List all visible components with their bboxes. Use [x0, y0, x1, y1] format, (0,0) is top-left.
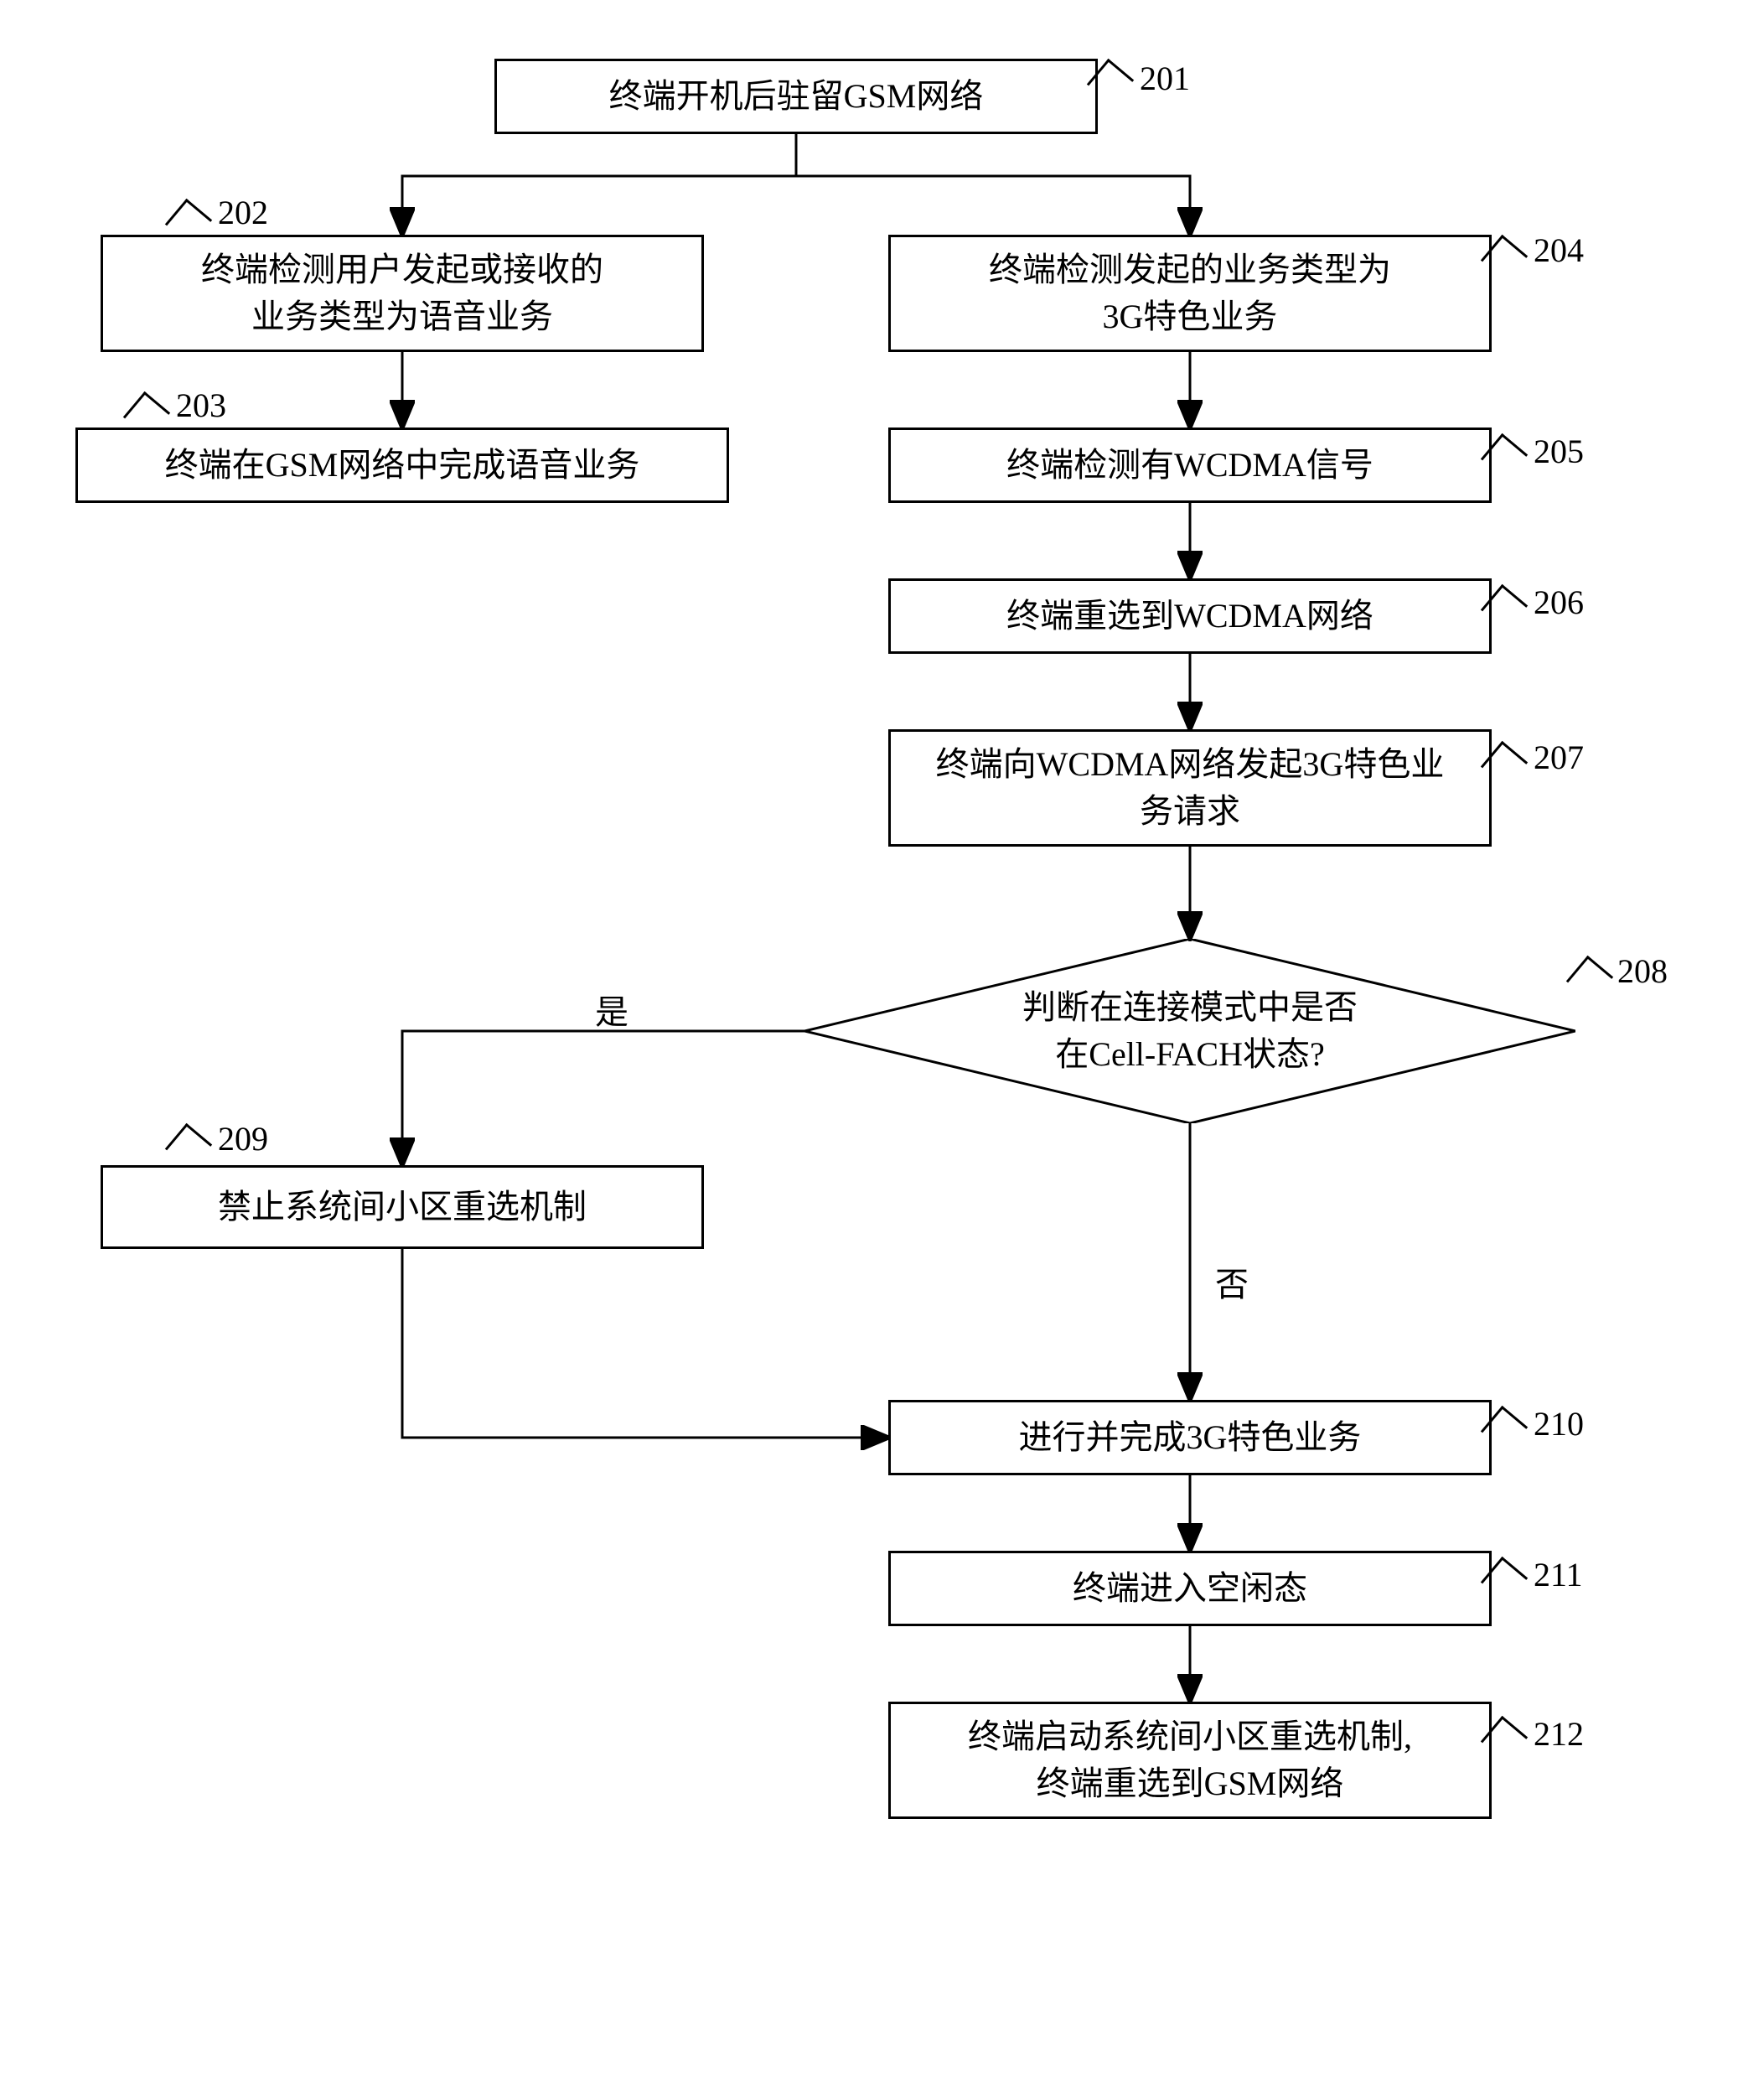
num-208: 208 [1617, 951, 1668, 991]
num-207: 207 [1534, 738, 1584, 777]
node-209: 禁止系统间小区重选机制 [101, 1165, 704, 1249]
num-203: 203 [176, 386, 226, 425]
node-207: 终端向WCDMA网络发起3G特色业 务请求 [888, 729, 1492, 847]
node-203-label: 终端在GSM网络中完成语音业务 [165, 442, 640, 489]
node-210: 进行并完成3G特色业务 [888, 1400, 1492, 1475]
node-208-label: 判断在连接模式中是否 在Cell-FACH状态? [1022, 984, 1358, 1078]
edge-label-yes: 是 [595, 985, 629, 1034]
node-206-label: 终端重选到WCDMA网络 [1006, 593, 1373, 640]
hook-209 [165, 1123, 212, 1170]
node-204: 终端检测发起的业务类型为 3G特色业务 [888, 235, 1492, 352]
node-206: 终端重选到WCDMA网络 [888, 578, 1492, 654]
num-212: 212 [1534, 1714, 1584, 1754]
edge-label-no: 否 [1215, 1257, 1249, 1306]
node-212: 终端启动系统间小区重选机制, 终端重选到GSM网络 [888, 1702, 1492, 1819]
node-205-label: 终端检测有WCDMA信号 [1006, 442, 1373, 489]
node-201-label: 终端开机后驻留GSM网络 [609, 73, 984, 120]
num-201: 201 [1140, 59, 1190, 98]
node-208: 判断在连接模式中是否 在Cell-FACH状态? [804, 939, 1575, 1123]
node-211: 终端进入空闲态 [888, 1551, 1492, 1626]
num-210: 210 [1534, 1404, 1584, 1443]
node-201: 终端开机后驻留GSM网络 [494, 59, 1098, 134]
node-202: 终端检测用户发起或接收的 业务类型为语音业务 [101, 235, 704, 352]
node-211-label: 终端进入空闲态 [1073, 1565, 1307, 1612]
node-202-label: 终端检测用户发起或接收的 业务类型为语音业务 [201, 246, 603, 340]
node-203: 终端在GSM网络中完成语音业务 [75, 428, 729, 503]
num-202: 202 [218, 193, 268, 232]
node-204-label: 终端检测发起的业务类型为 3G特色业务 [989, 246, 1391, 340]
num-205: 205 [1534, 432, 1584, 471]
node-209-label: 禁止系统间小区重选机制 [218, 1184, 587, 1231]
node-210-label: 进行并完成3G特色业务 [1019, 1414, 1362, 1461]
num-206: 206 [1534, 583, 1584, 622]
node-212-label: 终端启动系统间小区重选机制, 终端重选到GSM网络 [968, 1713, 1412, 1807]
num-211: 211 [1534, 1555, 1583, 1594]
node-205: 终端检测有WCDMA信号 [888, 428, 1492, 503]
flowchart-container: 终端开机后驻留GSM网络 201 终端检测用户发起或接收的 业务类型为语音业务 … [25, 25, 1739, 2053]
node-207-label: 终端向WCDMA网络发起3G特色业 务请求 [936, 741, 1445, 835]
num-204: 204 [1534, 231, 1584, 270]
num-209: 209 [218, 1119, 268, 1158]
